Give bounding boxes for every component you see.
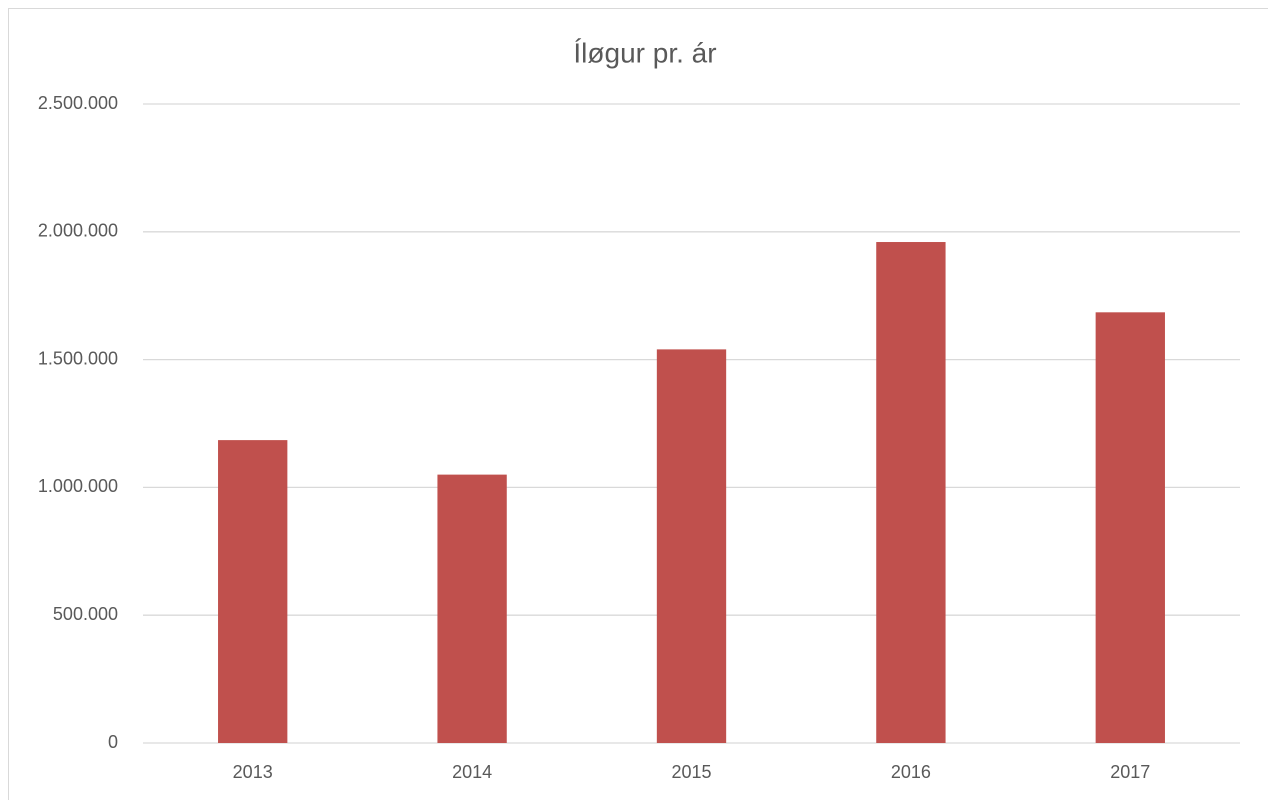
chart-frame xyxy=(8,8,1268,800)
y-tick-label: 2.500.000 xyxy=(38,93,118,113)
x-tick-label: 2014 xyxy=(452,762,492,782)
x-tick-label: 2017 xyxy=(1110,762,1150,782)
bar xyxy=(437,474,507,743)
chart-title: Íløgur pr. ár xyxy=(573,37,716,68)
y-tick-label: 0 xyxy=(108,732,118,752)
y-tick-label: 2.000.000 xyxy=(38,221,118,241)
y-tick-label: 500.000 xyxy=(53,604,118,624)
y-tick-label: 1.500.000 xyxy=(38,348,118,368)
x-tick-label: 2016 xyxy=(891,762,931,782)
x-tick-label: 2013 xyxy=(233,762,273,782)
bar xyxy=(218,440,288,743)
bar xyxy=(656,349,727,743)
x-tick-label: 2015 xyxy=(671,762,711,782)
y-tick-label: 1.000.000 xyxy=(38,476,118,496)
bar xyxy=(1095,312,1165,743)
bar xyxy=(876,242,946,744)
